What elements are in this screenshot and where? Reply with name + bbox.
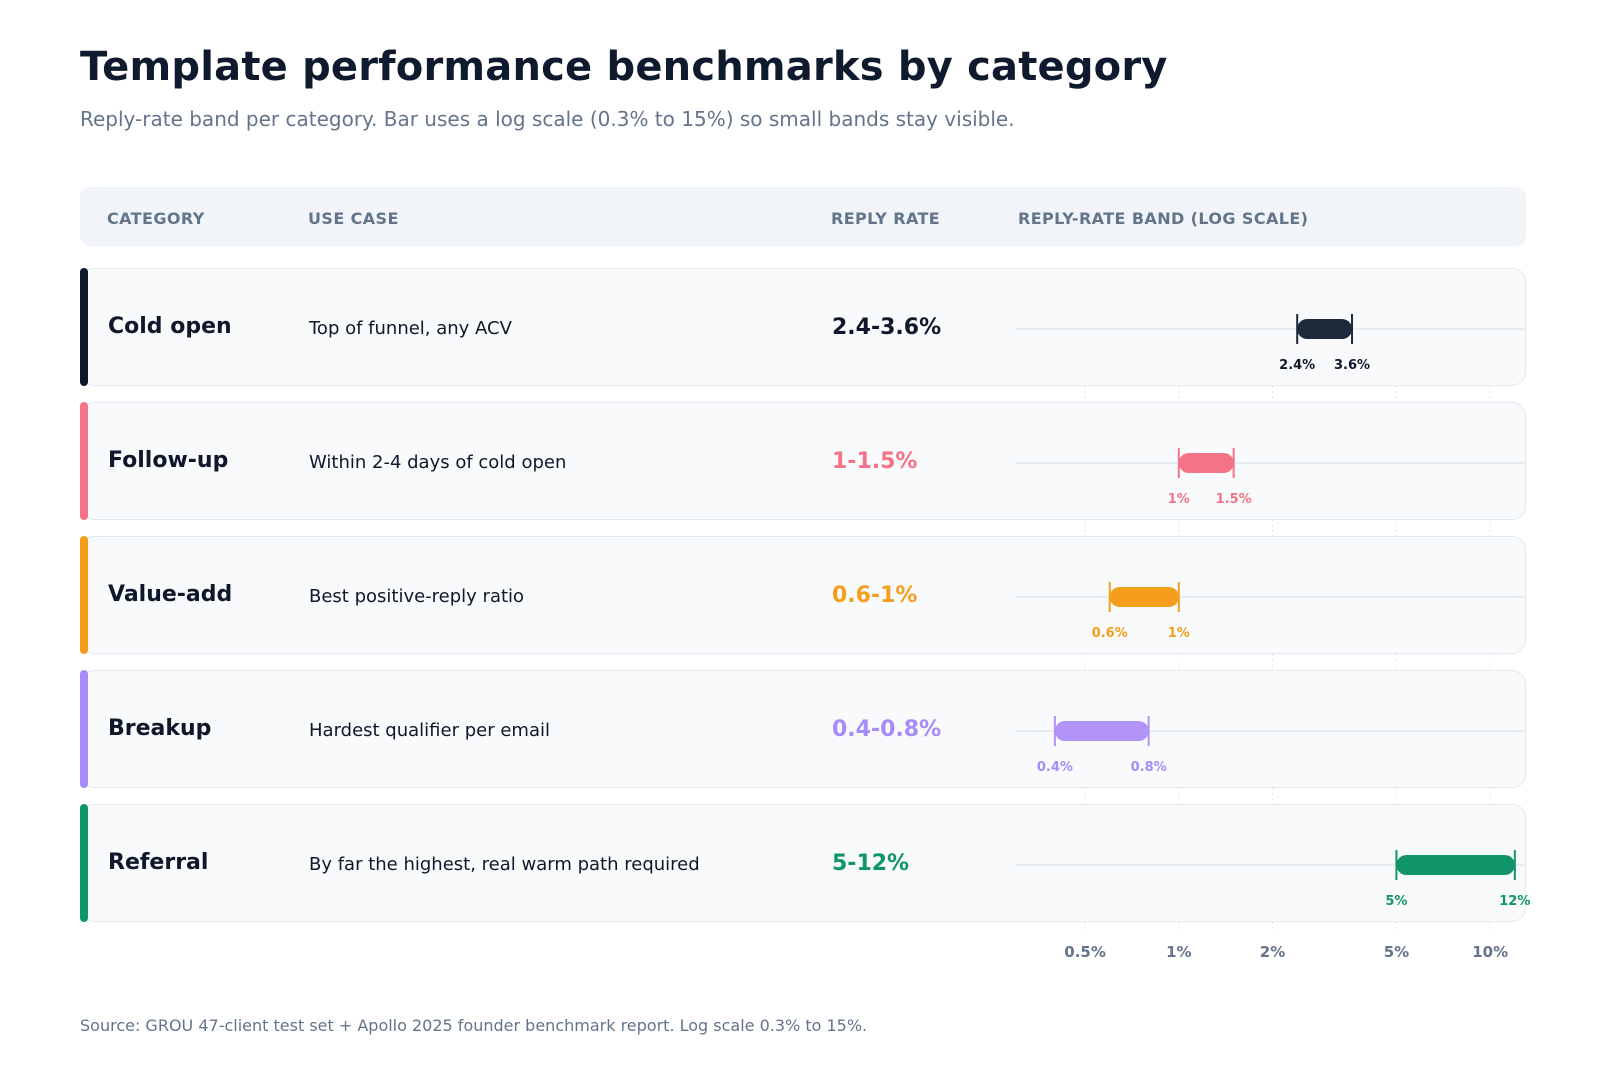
row-category: Value-add [108, 582, 233, 607]
page-subtitle: Reply-rate band per category. Bar uses a… [80, 107, 1015, 131]
row-category: Breakup [108, 716, 212, 741]
band-low-label: 1% [1168, 492, 1190, 507]
band-high-label: 0.8% [1131, 760, 1167, 775]
band-bar [1054, 721, 1149, 741]
row-use-case: Top of funnel, any ACV [309, 318, 512, 339]
column-header-use-case: USE CASE [308, 209, 399, 228]
column-header-reply-rate: REPLY RATE [831, 209, 941, 228]
row-accent-bar [80, 268, 88, 386]
band-high-label: 12% [1499, 894, 1530, 909]
row-reply-rate: 2.4-3.6% [832, 315, 942, 340]
row-reply-rate: 0.6-1% [832, 583, 918, 608]
axis-tick-label: 5% [1384, 943, 1409, 961]
band-high-label: 3.6% [1334, 358, 1370, 373]
row-accent-bar [80, 536, 88, 654]
row-accent-bar [80, 670, 88, 788]
row-category: Referral [108, 850, 209, 875]
row-category: Follow-up [108, 448, 229, 473]
column-header-band: REPLY-RATE BAND (LOG SCALE) [1018, 209, 1309, 228]
table-row: Follow-up Within 2-4 days of cold open 1… [80, 402, 1526, 520]
band-low-label: 0.4% [1037, 760, 1073, 775]
column-header-category: CATEGORY [107, 209, 205, 228]
row-category: Cold open [108, 314, 232, 339]
band-bar [1178, 453, 1234, 473]
axis-tick-label: 2% [1260, 943, 1285, 961]
table-row: Breakup Hardest qualifier per email 0.4-… [80, 670, 1526, 788]
table-row: Value-add Best positive-reply ratio 0.6-… [80, 536, 1526, 654]
row-reply-rate: 1-1.5% [832, 449, 918, 474]
axis-tick-label: 1% [1166, 943, 1191, 961]
table-row: Referral By far the highest, real warm p… [80, 804, 1526, 922]
row-use-case: Within 2-4 days of cold open [309, 452, 567, 473]
row-use-case: By far the highest, real warm path requi… [309, 854, 700, 875]
row-reply-rate: 5-12% [832, 851, 910, 876]
band-low-label: 5% [1385, 894, 1407, 909]
row-use-case: Hardest qualifier per email [309, 720, 550, 741]
table-row: Cold open Top of funnel, any ACV 2.4-3.6… [80, 268, 1526, 386]
row-accent-bar [80, 804, 88, 922]
axis-tick-label: 0.5% [1064, 943, 1106, 961]
table-header: CATEGORY USE CASE REPLY RATE REPLY-RATE … [80, 187, 1526, 246]
row-use-case: Best positive-reply ratio [309, 586, 525, 607]
band-bar [1297, 319, 1353, 339]
band-high-label: 1.5% [1216, 492, 1252, 507]
source-footnote: Source: GROU 47-client test set + Apollo… [80, 1016, 868, 1035]
row-accent-bar [80, 402, 88, 520]
band-bar [1109, 587, 1179, 607]
band-low-label: 2.4% [1279, 358, 1315, 373]
band-high-label: 1% [1168, 626, 1190, 641]
band-low-label: 0.6% [1092, 626, 1128, 641]
page-title: Template performance benchmarks by categ… [80, 44, 1168, 90]
band-bar [1396, 855, 1515, 875]
row-reply-rate: 0.4-0.8% [832, 717, 942, 742]
axis-tick-label: 10% [1472, 943, 1508, 961]
